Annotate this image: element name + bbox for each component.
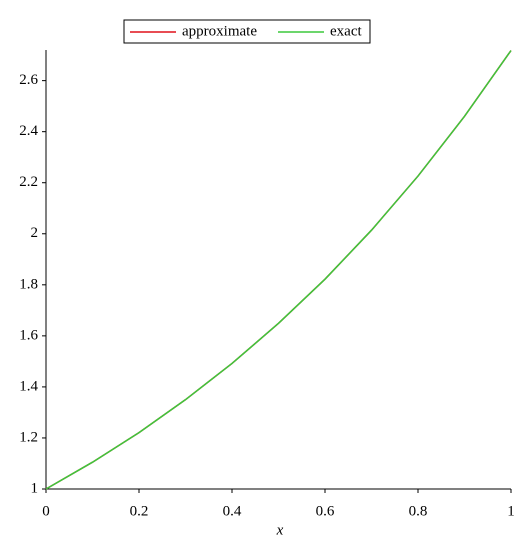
y-tick-label: 2.2 <box>19 174 38 190</box>
legend-box <box>123 19 371 44</box>
x-tick-label: 0.2 <box>130 503 149 519</box>
x-tick-label: 1 <box>507 503 515 519</box>
y-tick-label: 1 <box>31 480 39 496</box>
y-tick-label: 2.4 <box>19 123 38 139</box>
series-line <box>45 50 512 490</box>
series-line <box>45 50 512 490</box>
y-tick-label: 2.6 <box>19 72 38 88</box>
x-tick-label: 0.4 <box>223 503 242 519</box>
y-tick-label: 1.8 <box>19 276 38 292</box>
x-tick-label: 0.8 <box>409 503 428 519</box>
x-tick-label: 0 <box>42 503 50 519</box>
x-tick-label: 0.6 <box>316 503 335 519</box>
y-tick-label: 1.6 <box>19 327 38 343</box>
x-axis-label: x <box>276 522 284 538</box>
y-tick-label: 1.4 <box>19 378 38 394</box>
legend-label: approximate <box>182 23 257 39</box>
y-tick-label: 1.2 <box>19 429 38 445</box>
legend-label: exact <box>330 23 362 39</box>
y-tick-label: 2 <box>31 225 39 241</box>
